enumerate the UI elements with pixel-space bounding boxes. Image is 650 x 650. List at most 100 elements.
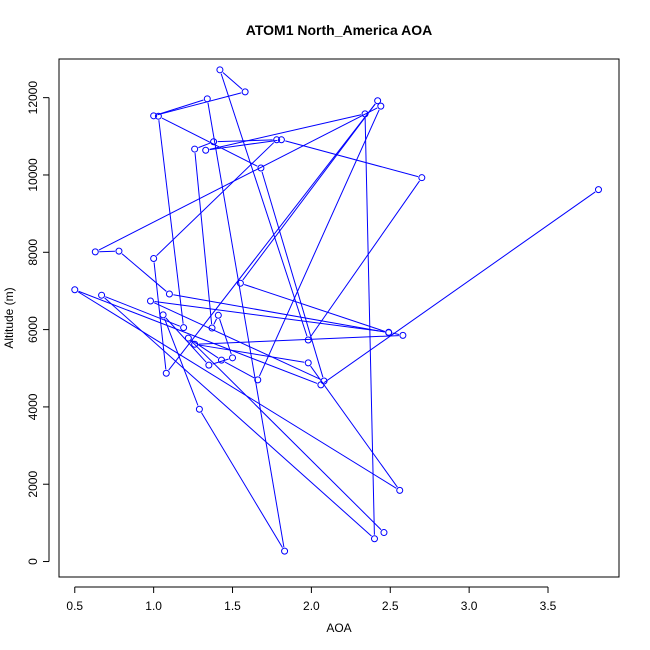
data-point — [377, 102, 385, 110]
data-point — [229, 354, 237, 362]
series-segment — [261, 171, 324, 378]
series-segment — [310, 180, 420, 338]
series-segment — [157, 99, 204, 116]
series-segment — [207, 102, 285, 548]
series-segment — [191, 339, 219, 359]
series-segment — [323, 191, 596, 383]
data-point — [191, 340, 199, 348]
x-tick-label: 3.5 — [540, 599, 557, 613]
data-point — [98, 291, 106, 299]
data-point — [214, 311, 222, 319]
data-point — [210, 138, 218, 146]
x-axis-label: AOA — [326, 621, 351, 635]
series-segment — [201, 412, 283, 548]
series-segment — [194, 153, 213, 325]
data-point — [154, 112, 162, 120]
data-point — [317, 381, 325, 389]
x-tick-label: 2.0 — [303, 599, 320, 613]
data-point — [150, 112, 158, 120]
data-point — [162, 369, 170, 377]
series-segment — [78, 290, 318, 384]
series-segment — [154, 301, 385, 333]
data-point — [150, 254, 158, 262]
data-point — [361, 110, 369, 118]
data-point — [370, 535, 378, 543]
data-point — [236, 279, 244, 287]
x-tick-label: 2.5 — [382, 599, 399, 613]
series-segment — [121, 253, 167, 292]
series-segment — [222, 72, 243, 90]
series-segment — [157, 92, 242, 116]
data-point — [257, 164, 265, 172]
data-point — [205, 361, 213, 369]
y-tick-label: 2000 — [26, 471, 40, 498]
y-tick-label: 8000 — [26, 239, 40, 266]
series-segment — [219, 318, 232, 355]
data-point — [380, 529, 388, 537]
series-segment — [310, 365, 398, 488]
series-segment — [99, 250, 115, 253]
data-point — [418, 174, 426, 182]
data-point — [71, 286, 79, 294]
series-segment — [220, 73, 308, 337]
data-point — [277, 136, 285, 144]
series-segment — [77, 291, 397, 489]
y-tick-label: 4000 — [26, 393, 40, 420]
data-point — [304, 336, 312, 344]
x-tick-label: 0.5 — [66, 599, 83, 613]
data-point — [281, 547, 289, 555]
series-segment — [161, 117, 258, 167]
data-point — [217, 356, 225, 364]
x-tick-label: 1.5 — [224, 599, 241, 613]
series-segment — [104, 297, 372, 537]
data-point — [180, 324, 188, 332]
y-axis: 0 2000 4000 6000 8000 10000 12000 — [26, 81, 50, 565]
series-segment — [190, 340, 382, 531]
data-point — [396, 486, 404, 494]
y-tick-label: 12000 — [26, 81, 40, 115]
series-segment — [213, 318, 217, 325]
series-segment — [209, 114, 362, 150]
series-segment — [153, 302, 321, 380]
series-segment — [156, 142, 275, 257]
data-point — [273, 136, 281, 144]
plot-area — [58, 58, 620, 578]
data-point — [241, 88, 249, 96]
data-point — [203, 95, 211, 103]
data-point — [254, 376, 262, 384]
data-point — [304, 359, 312, 367]
series-segment — [244, 284, 386, 332]
data-point — [146, 297, 154, 305]
y-axis-label: Altitude (m) — [2, 287, 16, 348]
series-segment — [164, 318, 199, 406]
series-segment — [212, 358, 229, 365]
x-tick-label: 1.0 — [145, 599, 162, 613]
series-segment — [98, 107, 378, 251]
chart-title: ATOM1 North_America AOA — [246, 22, 432, 38]
data-point — [191, 145, 199, 153]
data-point — [159, 311, 167, 319]
data-point — [165, 290, 173, 298]
series-segment — [364, 117, 375, 535]
series-segment — [242, 103, 376, 281]
data-point — [91, 248, 99, 256]
data-point — [385, 328, 393, 336]
y-tick-label: 0 — [26, 558, 40, 565]
data-point — [184, 334, 192, 342]
series-segment — [198, 142, 211, 149]
x-tick-label: 3.0 — [461, 599, 478, 613]
data-point — [216, 66, 224, 74]
data-point — [195, 405, 203, 413]
series-segment — [198, 335, 399, 345]
series-segment — [285, 140, 419, 178]
data-point — [594, 186, 602, 194]
series-segment — [158, 120, 184, 324]
data-point — [208, 324, 216, 332]
series-segment — [173, 294, 385, 333]
data-point — [399, 331, 407, 339]
series-segment — [105, 296, 181, 327]
series-segment — [198, 344, 305, 363]
x-axis: 0.5 1.0 1.5 2.0 2.5 3.0 3.5 — [66, 586, 557, 613]
data-point — [115, 247, 123, 255]
